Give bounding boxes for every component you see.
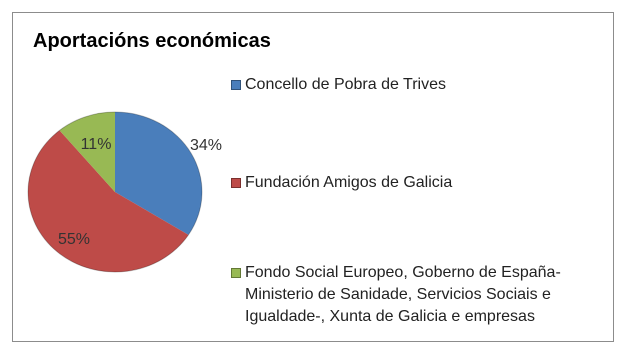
- slice-value-label-concello: 34%: [190, 137, 222, 154]
- legend-swatch-fundacion: [231, 178, 241, 188]
- slice-value-label-fundacion: 55%: [58, 231, 90, 248]
- legend-label-concello: Concello de Pobra de Trives: [245, 76, 446, 93]
- pie-slice-fundacion: [28, 130, 189, 272]
- slice-value-label-fondo: 11%: [81, 136, 112, 153]
- legend-label-fundacion: Fundación Amigos de Galicia: [245, 174, 453, 191]
- legend-item-fondo: Fondo Social Europeo, Goberno de España-…: [231, 262, 611, 328]
- legend-swatch-fondo: [231, 268, 241, 278]
- legend-item-fundacion: Fundación Amigos de Galicia: [231, 172, 611, 194]
- legend-swatch-concello: [231, 80, 241, 90]
- legend-item-concello: Concello de Pobra de Trives: [231, 74, 611, 96]
- pie-slice-fondo: [59, 112, 115, 192]
- legend-label-fondo: Fondo Social Europeo, Goberno de España-…: [245, 264, 561, 325]
- pie-slices: [27, 111, 203, 273]
- pie-slice-concello: [115, 112, 203, 235]
- chart-title: Aportacións económicas: [33, 30, 271, 52]
- pie-outline: [27, 111, 203, 273]
- pie-labels: 34% 55% 11%: [58, 136, 222, 248]
